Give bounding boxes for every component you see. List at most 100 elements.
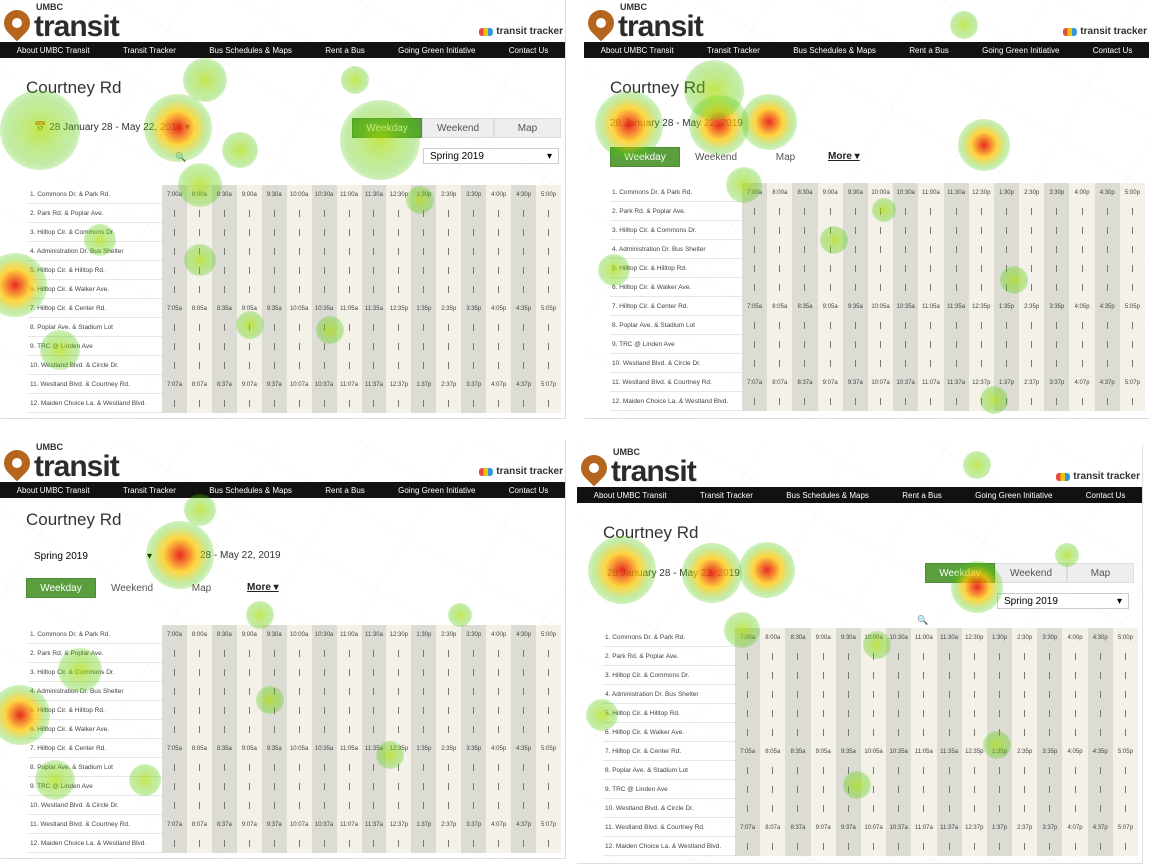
no-stop-mark [973,805,975,812]
nav-item[interactable]: Contact Us [1092,45,1133,55]
nav-item[interactable]: Bus Schedules & Maps [209,45,292,55]
transit-tracker-logo[interactable]: transit tracker [479,26,563,37]
no-stop-mark [273,286,275,293]
schedule-cell [1069,202,1094,221]
nav-item[interactable]: Transit Tracker [706,45,760,55]
no-stop-mark [1106,322,1108,329]
no-stop-mark [373,229,375,236]
schedule-tabs: Weekday Weekend Map [352,118,561,138]
tab-weekday[interactable]: Weekday [352,118,422,138]
schedule-cell [411,682,436,701]
no-stop-mark [448,783,450,790]
more-menu[interactable]: More ▾ [247,582,279,593]
tab-weekend[interactable]: Weekend [422,118,494,138]
tab-map[interactable]: Map [168,578,235,598]
tab-map[interactable]: Map [494,118,561,138]
nav-item[interactable]: Going Green Initiative [398,45,476,55]
schedule-cell: 11:05a [340,745,358,752]
schedule-cell [162,280,187,299]
screenshot-panel: UMBC transit transit tracker About UMBC Tra… [577,445,1143,864]
schedule-cell [436,663,461,682]
date-range[interactable]: 28 January 28 - May 22, 2019 [607,568,740,579]
season-select[interactable]: Spring 2019 ▾ [28,548,158,564]
no-stop-mark [873,729,875,736]
nav-item[interactable]: Transit Tracker [122,485,176,495]
schedule-grid: 7:00a 7:05a 7:07a 8:00a 8:05a 8:07a 8:30a 8:35a… [735,628,1142,856]
tab-weekday[interactable]: Weekday [610,147,680,167]
no-stop-mark [273,688,275,695]
schedule-tabs: Weekday Weekend Map [26,578,235,598]
nav-item[interactable]: About UMBC Transit [16,485,90,495]
transit-tracker-logo[interactable]: transit tracker [1063,26,1147,37]
schedule-cell [411,204,436,223]
nav-item[interactable]: Going Green Initiative [398,485,476,495]
schedule-cell [818,240,843,259]
tracker-dots-icon [479,467,494,476]
nav-item[interactable]: Rent a Bus [902,490,942,500]
schedule-cell [1037,799,1062,818]
season-select[interactable]: Spring 2019 ▾ [423,148,559,164]
no-stop-mark [1099,843,1101,850]
more-menu[interactable]: More ▾ [828,151,860,162]
schedule-cell: 9:05a [822,303,838,310]
tab-weekday[interactable]: Weekday [925,563,995,583]
schedule-cell [237,280,262,299]
stop-name: 2. Park Rd. & Poplar Ave. [28,644,162,663]
season-select[interactable]: Spring 2019 ▾ [997,593,1129,609]
transit-tracker-logo[interactable]: transit tracker [479,466,563,477]
nav-item[interactable]: Contact Us [508,45,549,55]
schedule-cell [212,280,237,299]
umbc-transit-logo[interactable]: UMBC transit [577,448,697,487]
schedule-cell [843,221,868,240]
umbc-transit-logo[interactable]: UMBC transit [0,3,120,42]
schedule-cell: 5:07p [1124,379,1140,386]
nav-item[interactable]: Bus Schedules & Maps [209,485,292,495]
nav-item[interactable]: Bus Schedules & Maps [786,490,869,500]
nav-item[interactable]: Transit Tracker [699,490,753,500]
schedule-cell [337,720,362,739]
stop-name: 8. Poplar Ave. & Stadium Lot [603,761,737,780]
no-stop-mark [373,688,375,695]
schedule-cell: 8:35a [790,748,806,755]
transit-tracker-logo[interactable]: transit tracker [1056,471,1140,482]
schedule-cell [962,666,987,685]
no-stop-mark [498,726,500,733]
umbc-transit-logo[interactable]: UMBC transit [0,443,120,482]
nav-item[interactable]: Bus Schedules & Maps [793,45,876,55]
nav-item[interactable]: Transit Tracker [122,45,176,55]
date-range[interactable]: 📅 28 January 28 - May 22, 2019 ▾ [34,122,190,133]
tab-map[interactable]: Map [752,147,819,167]
schedule-cell [436,834,461,853]
nav-item[interactable]: Rent a Bus [325,485,365,495]
no-stop-mark [1099,767,1101,774]
schedule-cell [1069,259,1094,278]
nav-item[interactable]: About UMBC Transit [16,45,90,55]
nav-item[interactable]: Contact Us [508,485,549,495]
umbc-transit-logo[interactable]: UMBC transit [584,3,704,42]
tab-weekend[interactable]: Weekend [995,563,1067,583]
nav-item[interactable]: About UMBC Transit [593,490,667,500]
tab-weekend[interactable]: Weekend [680,147,752,167]
tab-weekend[interactable]: Weekend [96,578,168,598]
tab-weekday[interactable]: Weekday [26,578,96,598]
no-stop-mark [323,802,325,809]
nav-item[interactable]: Contact Us [1085,490,1126,500]
nav-item[interactable]: Going Green Initiative [982,45,1060,55]
no-stop-mark [173,248,175,255]
no-stop-mark [779,227,781,234]
schedule-cell: 3:30p [466,191,482,198]
date-range[interactable]: 28 January 28 - May 22, 2019 [610,118,743,129]
nav-item[interactable]: Going Green Initiative [975,490,1053,500]
no-stop-mark [1056,360,1058,367]
time-column: 10:00a 10:05a 10:07a [286,625,312,853]
nav-item[interactable]: About UMBC Transit [600,45,674,55]
nav-item[interactable]: Rent a Bus [909,45,949,55]
schedule-cell [843,392,868,411]
season-value: Spring 2019 [1004,595,1058,607]
no-stop-mark [847,653,849,660]
no-stop-mark [829,284,831,291]
tab-map[interactable]: Map [1067,563,1134,583]
nav-item[interactable]: Rent a Bus [325,45,365,55]
schedule-cell [436,394,461,413]
no-stop-mark [898,710,900,717]
